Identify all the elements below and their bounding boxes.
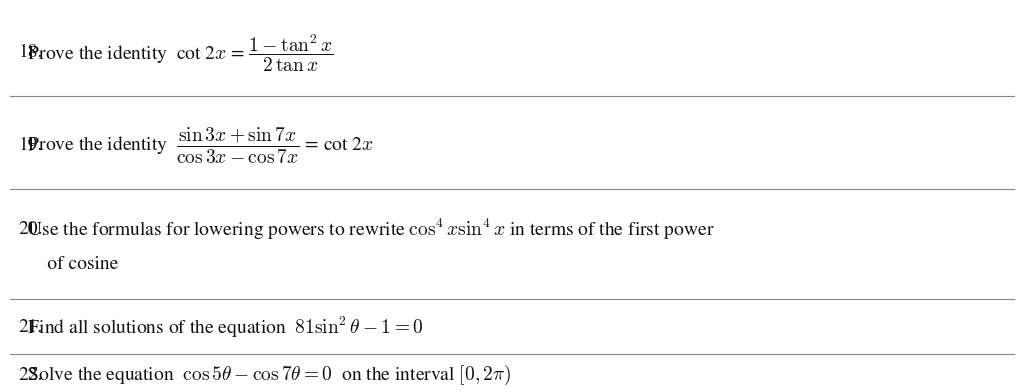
Text: Use the formulas for lowering powers to rewrite $\cos^4 x \sin^4 x$ in terms of : Use the formulas for lowering powers to … (18, 217, 715, 242)
Text: of cosine: of cosine (18, 256, 119, 273)
Text: 19.: 19. (18, 137, 43, 154)
Text: 20.: 20. (18, 221, 43, 238)
Text: 18.: 18. (18, 44, 43, 62)
Text: Prove the identity  $\dfrac{\sin 3x + \sin 7x}{\cos 3x - \cos 7x}$ = cot 2$x$: Prove the identity $\dfrac{\sin 3x + \si… (18, 126, 374, 166)
Text: Solve the equation  $\cos 5\theta - \cos 7\theta = 0$  on the interval $[0, 2\pi: Solve the equation $\cos 5\theta - \cos … (18, 364, 512, 387)
Text: Find all solutions of the equation  $81\sin^2\theta - 1 = 0$: Find all solutions of the equation $81\s… (18, 315, 424, 340)
Text: 21.: 21. (18, 319, 43, 336)
Text: Prove the identity  cot 2$x$ = $\dfrac{1-\mathrm{tan}^2\,x}{2\,\mathrm{tan}\,x}$: Prove the identity cot 2$x$ = $\dfrac{1-… (18, 32, 334, 74)
Text: 22.: 22. (18, 367, 43, 384)
